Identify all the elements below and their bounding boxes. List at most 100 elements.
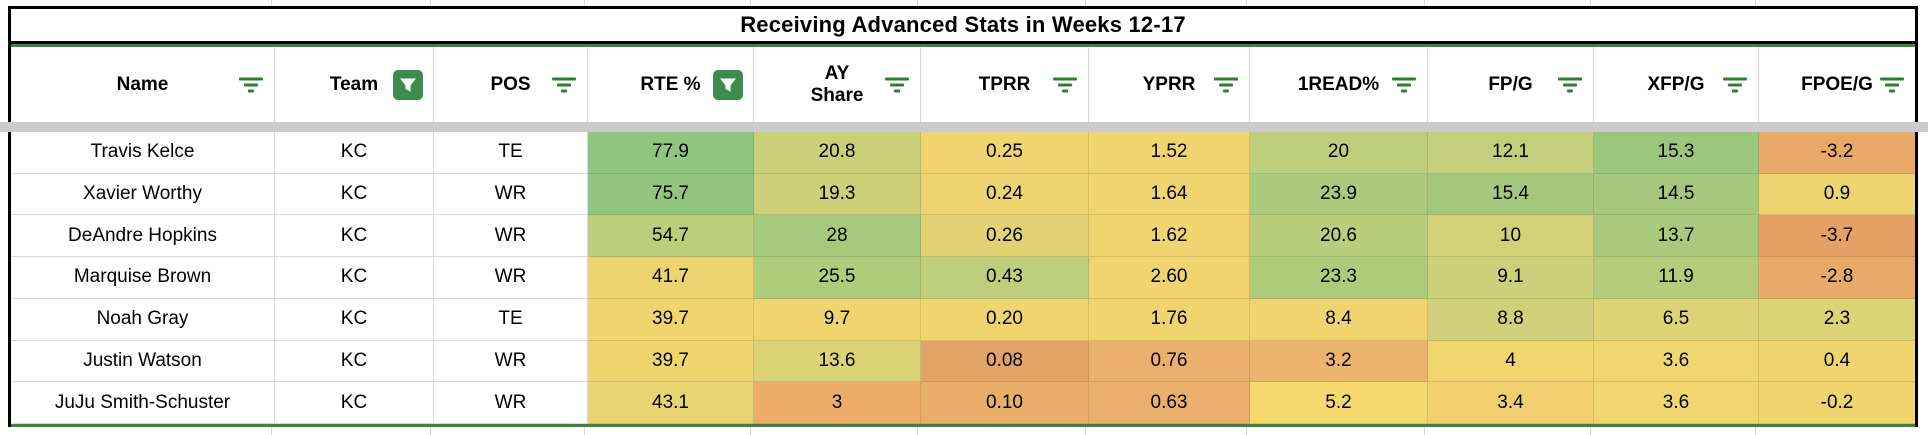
filter-active-icon[interactable] [393, 69, 423, 100]
player-name-cell[interactable]: DeAndre Hopkins [11, 215, 275, 258]
stat-cell-fp-g[interactable]: 12.1 [1428, 132, 1594, 174]
stat-cell-1read[interactable]: 3.2 [1250, 340, 1428, 383]
team-cell[interactable]: KC [275, 132, 434, 174]
column-header-rte[interactable]: RTE % [588, 47, 754, 122]
column-header-fp-g[interactable]: FP/G [1428, 47, 1594, 122]
position-cell[interactable]: WR [434, 340, 588, 383]
stat-cell-xfp-g[interactable]: 11.9 [1594, 257, 1759, 299]
stat-cell-xfp-g[interactable]: 15.3 [1594, 132, 1759, 174]
filter-lines-icon[interactable] [1391, 77, 1417, 92]
player-name-cell[interactable]: JuJu Smith-Schuster [11, 382, 275, 424]
stat-cell-xfp-g[interactable]: 6.5 [1594, 298, 1759, 341]
stat-cell-fp-g[interactable]: 3.4 [1428, 382, 1594, 424]
filter-lines-icon[interactable] [884, 77, 910, 92]
position-cell[interactable]: TE [434, 132, 588, 174]
stat-cell-1read[interactable]: 23.3 [1250, 257, 1428, 299]
stat-cell-fpoe-g[interactable]: 0.4 [1759, 340, 1915, 383]
stat-cell-fpoe-g[interactable]: -3.7 [1759, 215, 1915, 258]
stat-cell-rte[interactable]: 75.7 [588, 173, 754, 216]
stat-cell-tprr[interactable]: 0.25 [921, 132, 1089, 174]
filter-lines-icon[interactable] [1879, 77, 1905, 92]
stat-cell-rte[interactable]: 43.1 [588, 382, 754, 424]
team-cell[interactable]: KC [275, 298, 434, 341]
column-header-team[interactable]: Team [275, 47, 434, 122]
stat-cell-fp-g[interactable]: 4 [1428, 340, 1594, 383]
stat-cell-yprr[interactable]: 0.63 [1089, 382, 1250, 424]
column-header-tprr[interactable]: TPRR [921, 47, 1089, 122]
stat-cell-fpoe-g[interactable]: -0.2 [1759, 382, 1915, 424]
team-cell[interactable]: KC [275, 382, 434, 424]
filter-lines-icon[interactable] [1722, 77, 1748, 92]
table-title-cell[interactable]: Receiving Advanced Stats in Weeks 12-17 [11, 6, 1915, 44]
column-header-pos[interactable]: POS [434, 47, 588, 122]
stat-cell-tprr[interactable]: 0.43 [921, 257, 1089, 299]
stat-cell-ay-share[interactable]: 20.8 [754, 132, 921, 174]
filter-lines-icon[interactable] [1213, 77, 1239, 92]
player-name-cell[interactable]: Justin Watson [11, 340, 275, 383]
stat-cell-tprr[interactable]: 0.08 [921, 340, 1089, 383]
team-cell[interactable]: KC [275, 340, 434, 383]
stat-cell-xfp-g[interactable]: 14.5 [1594, 173, 1759, 216]
stat-cell-ay-share[interactable]: 28 [754, 215, 921, 258]
player-name-cell[interactable]: Noah Gray [11, 298, 275, 341]
stat-cell-tprr[interactable]: 0.10 [921, 382, 1089, 424]
stat-cell-xfp-g[interactable]: 13.7 [1594, 215, 1759, 258]
stat-cell-xfp-g[interactable]: 3.6 [1594, 340, 1759, 383]
stat-cell-fpoe-g[interactable]: 2.3 [1759, 298, 1915, 341]
stat-cell-fp-g[interactable]: 8.8 [1428, 298, 1594, 341]
stat-cell-1read[interactable]: 20.6 [1250, 215, 1428, 258]
frozen-row-divider[interactable] [0, 122, 1928, 132]
stat-cell-rte[interactable]: 41.7 [588, 257, 754, 299]
filter-lines-icon[interactable] [1052, 77, 1078, 92]
player-name-cell[interactable]: Travis Kelce [11, 132, 275, 174]
position-cell[interactable]: WR [434, 257, 588, 299]
stat-cell-tprr[interactable]: 0.20 [921, 298, 1089, 341]
position-cell[interactable]: WR [434, 173, 588, 216]
filter-lines-icon[interactable] [1557, 77, 1583, 92]
player-name-cell[interactable]: Marquise Brown [11, 257, 275, 299]
stat-cell-fp-g[interactable]: 10 [1428, 215, 1594, 258]
stat-cell-1read[interactable]: 5.2 [1250, 382, 1428, 424]
team-cell[interactable]: KC [275, 215, 434, 258]
team-cell[interactable]: KC [275, 173, 434, 216]
filter-lines-icon[interactable] [238, 77, 264, 92]
stat-cell-rte[interactable]: 54.7 [588, 215, 754, 258]
stat-cell-yprr[interactable]: 1.62 [1089, 215, 1250, 258]
stat-cell-yprr[interactable]: 1.76 [1089, 298, 1250, 341]
position-cell[interactable]: WR [434, 382, 588, 424]
stat-cell-rte[interactable]: 39.7 [588, 298, 754, 341]
stat-cell-1read[interactable]: 20 [1250, 132, 1428, 174]
stat-cell-ay-share[interactable]: 13.6 [754, 340, 921, 383]
stat-cell-xfp-g[interactable]: 3.6 [1594, 382, 1759, 424]
filter-lines-icon[interactable] [551, 77, 577, 92]
stat-cell-fpoe-g[interactable]: -3.2 [1759, 132, 1915, 174]
stat-cell-1read[interactable]: 23.9 [1250, 173, 1428, 216]
column-header-yprr[interactable]: YPRR [1089, 47, 1250, 122]
stat-cell-tprr[interactable]: 0.24 [921, 173, 1089, 216]
stat-cell-rte[interactable]: 77.9 [588, 132, 754, 174]
stat-cell-fpoe-g[interactable]: 0.9 [1759, 173, 1915, 216]
player-name-cell[interactable]: Xavier Worthy [11, 173, 275, 216]
stat-cell-fp-g[interactable]: 15.4 [1428, 173, 1594, 216]
filter-active-icon[interactable] [713, 69, 743, 100]
column-header-name[interactable]: Name [11, 47, 275, 122]
stat-cell-fpoe-g[interactable]: -2.8 [1759, 257, 1915, 299]
stat-cell-yprr[interactable]: 2.60 [1089, 257, 1250, 299]
position-cell[interactable]: TE [434, 298, 588, 341]
stat-cell-tprr[interactable]: 0.26 [921, 215, 1089, 258]
column-header-ay-share[interactable]: AY Share [754, 47, 921, 122]
stat-cell-fp-g[interactable]: 9.1 [1428, 257, 1594, 299]
stat-cell-1read[interactable]: 8.4 [1250, 298, 1428, 341]
column-header-fpoe-g[interactable]: FPOE/G [1759, 47, 1915, 122]
stat-cell-ay-share[interactable]: 19.3 [754, 173, 921, 216]
stat-cell-yprr[interactable]: 1.52 [1089, 132, 1250, 174]
stat-cell-ay-share[interactable]: 9.7 [754, 298, 921, 341]
column-header-1read[interactable]: 1READ% [1250, 47, 1428, 122]
stat-cell-ay-share[interactable]: 3 [754, 382, 921, 424]
stat-cell-ay-share[interactable]: 25.5 [754, 257, 921, 299]
stat-cell-yprr[interactable]: 0.76 [1089, 340, 1250, 383]
team-cell[interactable]: KC [275, 257, 434, 299]
stat-cell-rte[interactable]: 39.7 [588, 340, 754, 383]
stat-cell-yprr[interactable]: 1.64 [1089, 173, 1250, 216]
position-cell[interactable]: WR [434, 215, 588, 258]
